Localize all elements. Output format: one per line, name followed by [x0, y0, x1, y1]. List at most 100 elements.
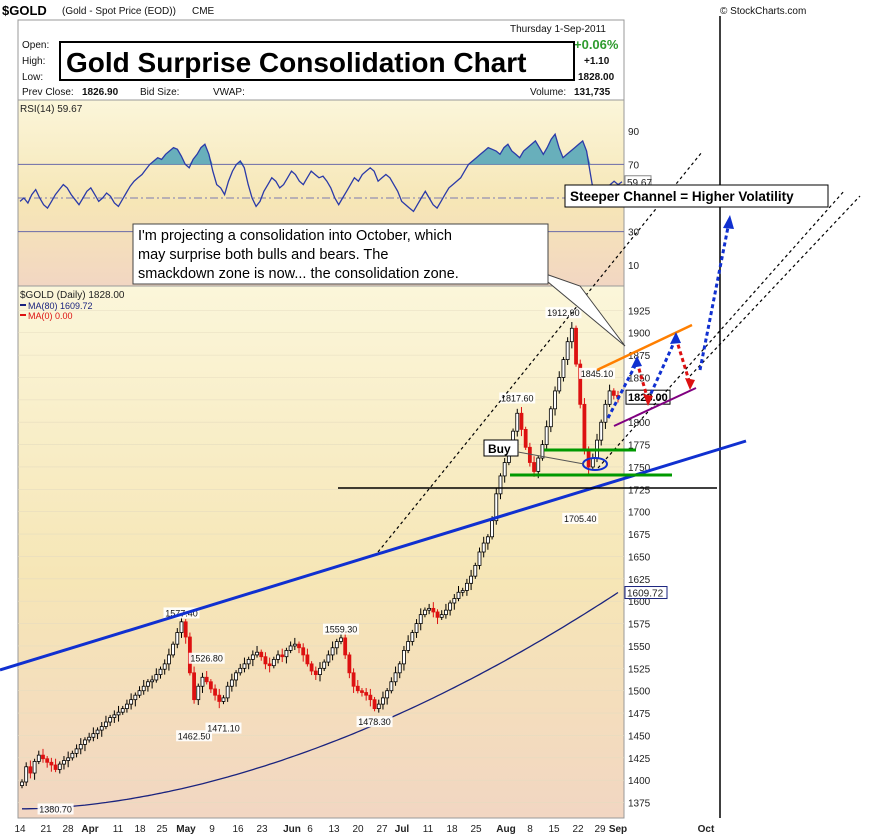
- candle-body: [175, 632, 180, 645]
- price-tick-label: 1500: [628, 687, 651, 698]
- candle-body: [423, 609, 427, 616]
- candle-body: [582, 403, 587, 450]
- price-label: 1380.70: [39, 804, 72, 814]
- candle-body: [347, 654, 352, 674]
- price-tick-label: 1475: [628, 709, 651, 720]
- callout-box: [132, 223, 549, 285]
- candle-body: [104, 721, 108, 727]
- x-tick-label: 27: [376, 824, 388, 835]
- x-tick-label: Jul: [395, 824, 410, 835]
- x-tick-label: Jun: [283, 824, 301, 835]
- x-tick-label: 29: [594, 824, 606, 835]
- candle-body: [213, 688, 217, 696]
- candle-body: [322, 661, 327, 669]
- x-tick-label: Sep: [609, 824, 627, 835]
- x-tick-label: Oct: [698, 824, 715, 835]
- candle-body: [381, 697, 385, 705]
- price-tick-label: 1375: [628, 799, 651, 810]
- x-tick-label: 18: [134, 824, 146, 835]
- price-tick-label: 1700: [628, 508, 651, 519]
- candle-body: [490, 520, 494, 538]
- candle-body: [414, 623, 419, 633]
- candle-body: [208, 681, 213, 690]
- candle-body: [204, 676, 209, 683]
- candle-body: [242, 663, 247, 669]
- candle-body: [532, 462, 536, 472]
- chart-title: Gold Surprise Consolidation Chart: [66, 47, 526, 78]
- candle-body: [162, 663, 167, 670]
- candle-body: [561, 359, 566, 378]
- red-projection-2: [674, 337, 692, 385]
- candle-body: [431, 607, 436, 613]
- candle-body: [553, 390, 557, 410]
- price-label-bg: [176, 730, 213, 742]
- price-tick-label: 1725: [628, 485, 651, 496]
- price-label-bg: [545, 307, 582, 319]
- x-tick-label: 25: [156, 824, 168, 835]
- candle-body: [355, 685, 360, 692]
- candle-body: [171, 643, 175, 656]
- candle-body: [292, 643, 297, 647]
- rsi-line: [19, 132, 623, 213]
- candle-body: [183, 621, 188, 638]
- price-label: 1705.40: [564, 514, 597, 524]
- callout-line: I'm projecting a consolidation into Octo…: [138, 228, 452, 244]
- candle-body: [229, 679, 234, 687]
- callout-line: smackdown zone is now... the consolidati…: [138, 266, 459, 282]
- callout-text: I'm projecting a consolidation into Octo…: [138, 228, 459, 282]
- price-label: 1462.50: [178, 731, 211, 741]
- exchange: CME: [192, 6, 215, 17]
- x-tick-label: Apr: [81, 824, 98, 835]
- price-label: 1478.30: [358, 717, 391, 727]
- rsi-overbought-fill: [149, 147, 186, 165]
- channel-text: Steeper Channel = Higher Volatility: [570, 189, 794, 204]
- price-tick-label: 1675: [628, 530, 651, 541]
- price-label: 1526.80: [190, 654, 223, 664]
- candle-body: [53, 764, 58, 770]
- legend-ma80: MA(80) 1609.72: [28, 301, 93, 311]
- candle-body: [540, 444, 545, 459]
- candle-body: [523, 428, 528, 448]
- candle-body: [439, 614, 444, 618]
- candle-body: [326, 654, 331, 663]
- candle-body: [569, 327, 574, 343]
- candle-body: [448, 602, 453, 611]
- candle-body: [313, 670, 318, 676]
- rsi-tick-label: 30: [628, 228, 640, 239]
- candle-body: [271, 658, 276, 667]
- price-label-bg: [356, 716, 393, 728]
- candle-body: [548, 408, 553, 428]
- candle-body: [574, 327, 578, 365]
- price-label: 1817.60: [501, 393, 534, 403]
- x-tick-label: 6: [307, 824, 313, 835]
- x-tick-label: 11: [423, 824, 434, 835]
- x-tick-label: Aug: [496, 824, 515, 835]
- candle-body: [120, 708, 125, 713]
- legend-ma0-swatch: [20, 314, 26, 316]
- candle-body: [339, 637, 343, 642]
- candle-body: [87, 736, 92, 741]
- candle-body: [116, 711, 121, 716]
- x-tick-label: 9: [209, 824, 215, 835]
- candle-body: [267, 663, 272, 667]
- rsi-overbought-fill: [468, 134, 591, 165]
- blue-projection-1: [606, 361, 639, 419]
- candle-body: [70, 752, 75, 759]
- candle-body: [444, 609, 448, 616]
- rsi-last-label: 59.67: [627, 178, 652, 189]
- candle-body: [301, 647, 306, 656]
- ma80-layer: [22, 591, 619, 810]
- price-label-bg: [188, 652, 225, 664]
- price-tick-label: 1800: [628, 418, 651, 429]
- price-tick-label: 1875: [628, 351, 651, 362]
- candle-body: [146, 681, 150, 687]
- candle-body: [590, 457, 595, 468]
- rsi-tick-label: 70: [628, 160, 640, 171]
- x-tick-label: May: [176, 824, 196, 835]
- rsi-layer: [18, 132, 624, 233]
- legend-ma80-swatch: [20, 304, 26, 306]
- rsi-tick-label: 10: [628, 261, 640, 272]
- candle-body: [95, 729, 100, 735]
- candle-body: [452, 598, 457, 604]
